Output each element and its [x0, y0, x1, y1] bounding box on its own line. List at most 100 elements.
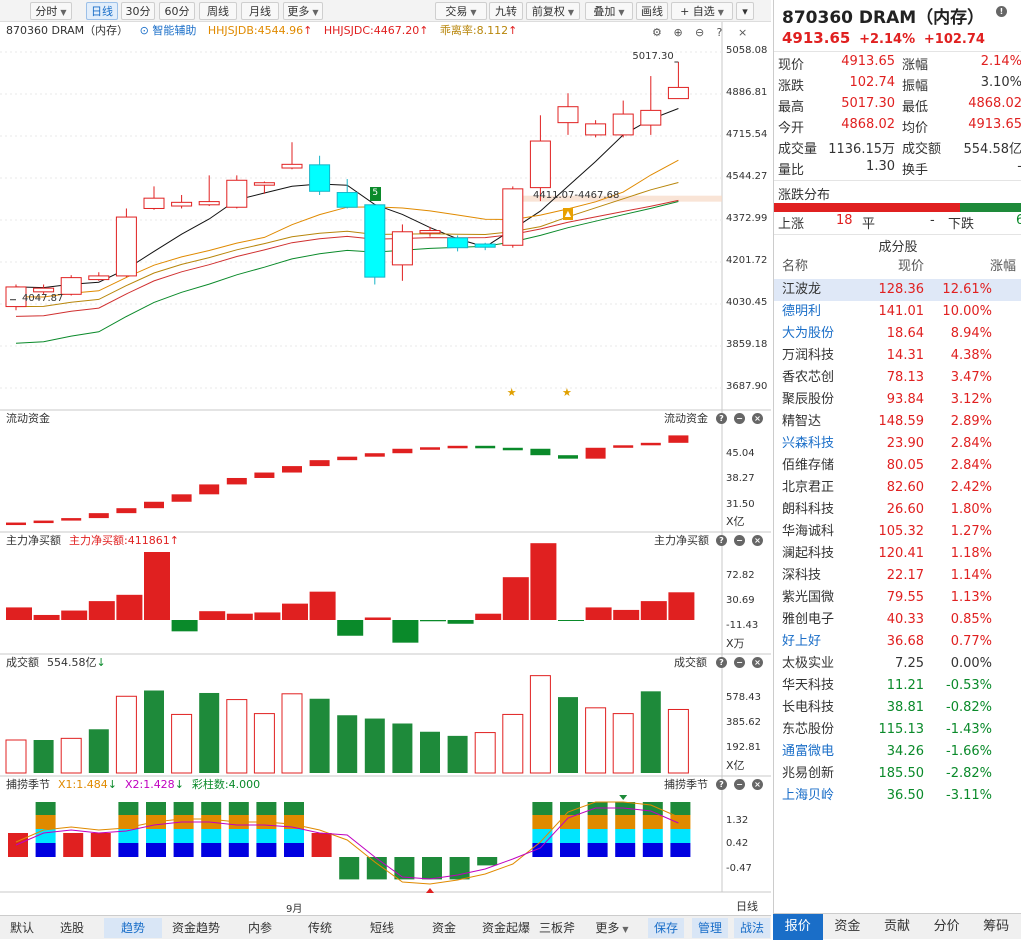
toolbar-collapse-button[interactable]: ▾: [736, 2, 754, 20]
info-icon[interactable]: !: [996, 6, 1007, 17]
toolbar-分时[interactable]: 分时 ▼: [30, 2, 72, 20]
add-icon[interactable]: ⊕: [673, 26, 683, 39]
season-close-icon[interactable]: ×: [752, 779, 763, 790]
bottom-tab-资金趋势[interactable]: 资金趋势: [171, 921, 220, 935]
constituent-row[interactable]: 通富微电 34.26 -1.66%: [782, 744, 992, 759]
season-column: [228, 802, 249, 857]
constituent-row[interactable]: 北京君正 82.60 2.42%: [782, 480, 992, 495]
bottom-tab-资金[interactable]: 资金: [431, 921, 456, 935]
bias-indicator: 乖离率:8.112↑: [439, 24, 518, 37]
candle-2025-08-25: [60, 275, 82, 296]
toolbar-60分[interactable]: 60分: [159, 2, 195, 20]
bottom-action-管理[interactable]: 管理: [692, 918, 728, 938]
toolbar-日线[interactable]: 日线: [86, 2, 118, 20]
constituent-row[interactable]: 大为股份 18.64 8.94%: [782, 326, 992, 341]
toolbar-更多[interactable]: 更多 ▼: [283, 2, 323, 20]
bottom-tab-资金起爆[interactable]: 资金起爆: [481, 921, 530, 935]
constituent-row[interactable]: 香农芯创 78.13 3.47%: [782, 370, 992, 385]
season-column: [284, 802, 304, 857]
constituent-row[interactable]: 兆易创新 185.50 -2.82%: [782, 766, 992, 781]
netbuy-bar: [88, 601, 115, 620]
toolbar-30分[interactable]: 30分: [121, 2, 155, 20]
help-icon[interactable]: ?: [716, 26, 723, 39]
constituent-row[interactable]: 太极实业 7.25 0.00%: [782, 656, 992, 671]
volume-close-icon[interactable]: ×: [752, 657, 763, 668]
quote-tab-贡献[interactable]: 贡献: [883, 919, 910, 934]
toolbar-画线[interactable]: 画线: [636, 2, 668, 20]
price-tick: 3687.90: [726, 381, 768, 392]
volume-bar: [337, 715, 358, 773]
netbuy-close-icon[interactable]: ×: [752, 535, 763, 546]
bottom-tab-传统[interactable]: 传统: [307, 921, 332, 935]
constituent-row[interactable]: 朗科科技 26.60 1.80%: [782, 502, 992, 517]
bottom-action-战法[interactable]: 战法: [734, 918, 770, 938]
toolbar-前复权[interactable]: 前复权 ▼: [526, 2, 580, 20]
constituent-row[interactable]: 江波龙 128.36 12.61%: [774, 279, 1021, 301]
netbuy-minus-icon[interactable]: −: [734, 535, 745, 546]
flow-minus-icon[interactable]: −: [734, 413, 745, 424]
axis-tick: 0.42: [726, 838, 749, 849]
bottom-action-保存[interactable]: 保存: [648, 918, 684, 938]
flow-bar: [88, 513, 109, 519]
flow-close-icon[interactable]: ×: [752, 413, 763, 424]
constituent-row[interactable]: 佰维存储 80.05 2.84%: [782, 458, 992, 473]
toolbar-交易[interactable]: 交易 ▼: [435, 2, 487, 20]
chart-area[interactable]: 870360 DRAM（内存） ⊙ 智能辅助 HHJSJDB:4544.96↑ …: [0, 22, 771, 915]
volume-minus-icon[interactable]: −: [734, 657, 745, 668]
quote-tab-报价[interactable]: 报价: [773, 914, 823, 940]
price-tick: 4544.27: [726, 170, 768, 182]
bottom-tab-更多[interactable]: 更多 ▼: [595, 921, 629, 935]
candle-2025-09-22: [612, 100, 634, 138]
season-minus-icon[interactable]: −: [734, 779, 745, 790]
constituent-row[interactable]: 紫光国微 79.55 1.13%: [782, 590, 992, 605]
volume-settings-icon[interactable]: ?: [716, 657, 727, 668]
constituent-row[interactable]: 德明利 141.01 10.00%: [782, 304, 992, 319]
constituent-row[interactable]: 澜起科技 120.41 1.18%: [782, 546, 992, 561]
season-column: [615, 802, 636, 857]
toolbar-+ 自选[interactable]: + 自选 ▼: [671, 2, 733, 20]
bottom-tab-默认[interactable]: 默认: [9, 921, 34, 935]
constituent-row[interactable]: 兴森科技 23.90 2.84%: [782, 436, 992, 451]
constituent-row[interactable]: 深科技 22.17 1.14%: [782, 568, 992, 583]
constituent-row[interactable]: 聚辰股份 93.84 3.12%: [782, 392, 992, 407]
season-column: [477, 857, 498, 866]
constituent-row[interactable]: 华海诚科 105.32 1.27%: [782, 524, 992, 539]
quote-tab-筹码[interactable]: 筹码: [983, 919, 1010, 934]
bottom-tab-趋势[interactable]: 趋势: [104, 918, 162, 938]
top-toolbar: 分时 ▼ 日线 30分 60分 周线 月线 更多 ▼ 交易 ▼ 九转 前复权 ▼ 叠加 ▼ 画线 + 自选 ▼ ▾: [0, 0, 771, 22]
constituent-row[interactable]: 雅创电子 40.33 0.85%: [782, 612, 992, 627]
bottom-tab-短线[interactable]: 短线: [369, 921, 394, 935]
constituent-row[interactable]: 上海贝岭 36.50 -3.11%: [782, 788, 992, 803]
toolbar-月线[interactable]: 月线: [241, 2, 279, 20]
toolbar-叠加[interactable]: 叠加 ▼: [585, 2, 633, 20]
constituent-row[interactable]: 东芯股份 115.13 -1.43%: [782, 722, 992, 737]
candle-2025-09-12: [447, 235, 469, 252]
toolbar-九转[interactable]: 九转: [489, 2, 523, 20]
bottom-tab-选股[interactable]: 选股: [59, 921, 84, 935]
bottom-tab-内参[interactable]: 内参: [247, 921, 272, 935]
constituent-row[interactable]: 好上好 36.68 0.77%: [782, 634, 992, 649]
flow-settings-icon[interactable]: ?: [716, 413, 727, 424]
constituent-row[interactable]: 长电科技 38.81 -0.82%: [782, 700, 992, 715]
constituent-row[interactable]: 万润科技 14.31 4.38%: [782, 348, 992, 363]
chart-canvas[interactable]: [0, 22, 771, 915]
quote-tab-分价[interactable]: 分价: [933, 919, 960, 934]
candle-2025-08-26: [88, 272, 110, 281]
quote-tab-资金[interactable]: 资金: [834, 919, 861, 934]
close-icon[interactable]: ×: [738, 26, 748, 39]
smart-assist-toggle[interactable]: ⊙ 智能辅助: [139, 24, 197, 37]
season-settings-icon[interactable]: ?: [716, 779, 727, 790]
netbuy-settings-icon[interactable]: ?: [716, 535, 727, 546]
netbuy-unit: X万: [726, 637, 745, 650]
candle-2025-08-27: [115, 208, 137, 278]
axis-tick: 192.81: [726, 742, 761, 753]
toolbar-周线[interactable]: 周线: [199, 2, 237, 20]
constituent-row[interactable]: 华天科技 11.21 -0.53%: [782, 678, 992, 693]
flow-bar: [558, 455, 578, 459]
constituent-row[interactable]: 精智达 148.59 2.89%: [782, 414, 992, 429]
settings-gear-icon[interactable]: ⚙: [652, 26, 662, 39]
candle-2025-08-22: [33, 284, 55, 295]
volume-bar: [585, 707, 607, 774]
minus-icon[interactable]: ⊖: [695, 26, 705, 39]
bottom-tab-三板斧[interactable]: 三板斧: [538, 921, 575, 935]
